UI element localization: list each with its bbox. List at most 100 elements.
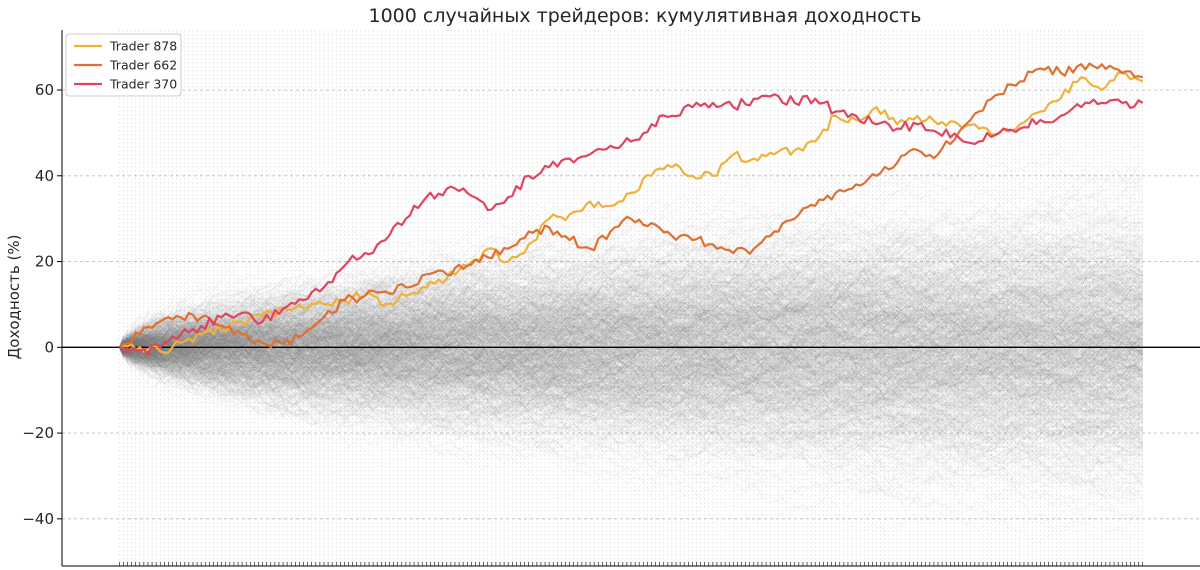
chart-title: 1000 случайных трейдеров: кумулятивная д…	[368, 5, 921, 27]
background-trader-line	[119, 340, 1144, 521]
background-trader-line	[119, 280, 1143, 378]
background-trader-line	[119, 234, 1143, 360]
background-trader-line	[119, 300, 1143, 393]
background-trader-line	[119, 309, 1143, 372]
background-trader-line	[119, 216, 1143, 356]
background-trader-line	[119, 310, 1143, 422]
y-tick-label: 0	[44, 338, 54, 356]
background-trader-line	[119, 264, 1143, 393]
background-trader-line	[119, 267, 1143, 358]
background-trader-line	[119, 333, 1143, 433]
background-trader-line	[118, 304, 1143, 378]
background-trader-line	[119, 305, 1143, 392]
background-trader-line	[119, 290, 1143, 383]
background-trader-line	[119, 276, 1143, 349]
background-trader-line	[119, 321, 1143, 383]
background-trader-line	[119, 269, 1143, 351]
background-trader-line	[119, 273, 1143, 365]
background-trader-line	[119, 288, 1143, 377]
background-trader-line	[119, 296, 1143, 391]
background-trader-line	[119, 207, 1143, 348]
background-trader-line	[119, 312, 1143, 398]
background-trader-line	[119, 309, 1143, 446]
background-trader-line	[119, 334, 1143, 498]
background-trader-line	[119, 254, 1143, 365]
background-trader-line	[119, 312, 1143, 426]
background-trader-line	[119, 333, 1143, 447]
background-trader-line	[119, 251, 1143, 363]
background-trader-line	[119, 244, 1144, 371]
background-trader-line	[119, 229, 1143, 381]
background-trader-line	[119, 337, 1143, 481]
background-trader-line	[119, 325, 1143, 455]
y-axis-label: Доходность (%)	[5, 235, 23, 360]
background-trader-line	[119, 347, 1143, 431]
background-trader-line	[119, 216, 1144, 361]
background-trader-line	[119, 266, 1143, 351]
background-trader-line	[119, 288, 1144, 367]
background-trader-line	[119, 278, 1143, 399]
background-trader-line	[119, 276, 1143, 370]
background-trader-line	[118, 347, 1143, 441]
y-tick-label: −40	[22, 510, 54, 528]
background-trader-line	[119, 340, 1143, 441]
background-trader-line	[119, 276, 1143, 373]
background-trader-line	[119, 281, 1143, 365]
background-trader-line	[119, 194, 1143, 367]
background-trader-line	[119, 339, 1143, 459]
background-trader-line	[119, 265, 1143, 355]
background-trader-line	[119, 329, 1143, 399]
background-trader-line	[119, 300, 1143, 417]
x-ticks	[119, 562, 1143, 566]
background-trader-line	[119, 346, 1143, 459]
background-trader-line	[119, 311, 1143, 411]
background-trader-line	[119, 309, 1143, 437]
background-trader-line	[119, 346, 1144, 447]
background-trader-line	[119, 277, 1143, 385]
background-trader-line	[119, 300, 1143, 393]
background-trader-line	[119, 255, 1143, 374]
background-trader-line	[119, 299, 1143, 380]
background-trader-line	[118, 265, 1144, 369]
background-trader-line	[118, 304, 1143, 371]
background-trader-line	[119, 340, 1144, 412]
y-tick-label: 40	[35, 167, 54, 185]
background-trader-line	[119, 346, 1143, 418]
background-trader-line	[119, 235, 1143, 348]
background-trader-line	[119, 241, 1143, 348]
background-trader-line	[119, 233, 1143, 351]
background-trader-line	[119, 278, 1143, 378]
background-trader-line	[119, 175, 1143, 358]
background-trader-line	[119, 346, 1144, 463]
background-trader-line	[119, 340, 1143, 429]
background-trader-line	[118, 240, 1143, 348]
background-trader-line	[119, 332, 1143, 448]
background-trader-line	[119, 257, 1143, 352]
background-trader-line	[119, 249, 1143, 375]
background-trader-line	[119, 288, 1143, 391]
y-tick-label: 20	[35, 253, 54, 271]
background-trader-line	[119, 305, 1143, 386]
grid	[62, 30, 1200, 566]
background-trader-line	[119, 318, 1143, 429]
background-trader-line	[118, 290, 1143, 381]
background-trader-line	[119, 341, 1143, 428]
background-trader-line	[119, 293, 1143, 371]
background-trader-line	[119, 340, 1143, 454]
background-trader-line	[119, 320, 1143, 476]
background-trader-line	[118, 292, 1143, 360]
y-ticks: −40 −20 0 20 40 60	[22, 81, 62, 528]
background-trader-line	[119, 294, 1143, 371]
background-trader-line	[119, 271, 1143, 385]
background-trader-line	[119, 314, 1143, 385]
background-trader-line	[119, 293, 1144, 376]
background-trader-line	[119, 310, 1143, 403]
background-trader-line	[118, 327, 1143, 377]
background-trader-line	[119, 297, 1143, 380]
background-trader-line	[118, 336, 1144, 451]
background-trader-line	[119, 300, 1143, 364]
background-trader-line	[119, 268, 1143, 348]
background-trader-line	[119, 263, 1144, 363]
background-trader-line	[119, 319, 1143, 413]
